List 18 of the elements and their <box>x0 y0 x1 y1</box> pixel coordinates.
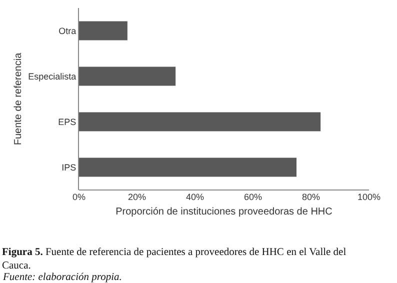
x-tick-label: 100% <box>357 192 381 202</box>
bar <box>79 21 128 40</box>
bar <box>79 158 296 177</box>
text: Figura 5. Fuente de referencia de pacientes a proveedores de HHC en el Valle del Cauca. <box>2 247 346 272</box>
y-tick-label: Especialista <box>28 71 76 82</box>
y-tick-label: EPS <box>58 116 76 127</box>
x-tick-label: 60% <box>244 192 262 202</box>
x-tick-label: 40% <box>186 192 204 202</box>
y-tick-label: Otra <box>58 26 76 36</box>
bar <box>79 112 321 132</box>
x-tick-label: 20% <box>128 192 146 202</box>
x-tick-label: 80% <box>302 192 320 202</box>
source-note: Fuente: elaboración propia. <box>2 272 122 283</box>
bar <box>79 66 176 86</box>
y-tick-label: IPS <box>62 162 76 172</box>
x-tick-label: 0% <box>72 192 86 202</box>
x-axis-title: Proporción de instituciones proveedoras de HHC <box>116 206 332 218</box>
y-axis-title: Fuente de referencia <box>13 52 24 146</box>
